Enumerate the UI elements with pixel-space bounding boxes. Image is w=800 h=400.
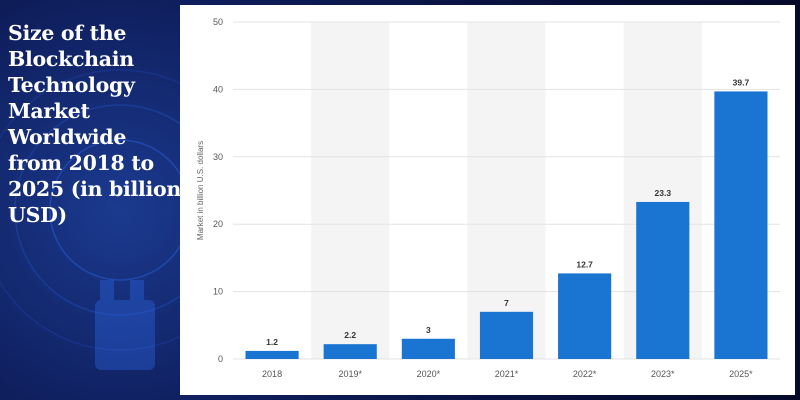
y-tick-label: 10 bbox=[213, 287, 223, 297]
y-axis-label: Market in billion U.S. dollars bbox=[196, 141, 205, 240]
bar-value-label: 7 bbox=[504, 298, 509, 308]
page-title: Size of the Blockchain Technology Market… bbox=[8, 21, 181, 227]
y-tick-label: 0 bbox=[218, 354, 223, 364]
bar bbox=[479, 311, 534, 359]
x-tick-label: 2020* bbox=[417, 369, 441, 379]
y-tick-label: 50 bbox=[213, 17, 223, 27]
bar-value-label: 23.3 bbox=[655, 188, 672, 198]
bar bbox=[636, 201, 690, 359]
x-tick-label: 2023* bbox=[651, 369, 675, 379]
x-tick-label: 2021* bbox=[495, 369, 519, 379]
bar bbox=[558, 273, 612, 359]
y-tick-label: 30 bbox=[213, 152, 223, 162]
column-band bbox=[311, 22, 390, 359]
y-tick-label: 20 bbox=[213, 219, 223, 229]
bar-chart: 0 10 20 30 40 50 Market in billion U.S. dollar… bbox=[196, 17, 780, 379]
chart-panel: 0 10 20 30 40 50 Market in billion U.S. dollar… bbox=[180, 5, 795, 395]
bar-value-label: 2.2 bbox=[344, 330, 356, 340]
x-tick-label: 2022* bbox=[573, 369, 597, 379]
bar-value-label: 12.7 bbox=[576, 259, 593, 269]
y-tick-label: 40 bbox=[213, 84, 223, 94]
bar bbox=[714, 91, 768, 359]
bar bbox=[245, 350, 299, 359]
bar-value-label: 39.7 bbox=[733, 77, 750, 87]
x-tick-label: 2019* bbox=[338, 369, 362, 379]
bar-value-label: 1.2 bbox=[266, 337, 278, 347]
bar-value-label: 3 bbox=[426, 325, 431, 335]
x-tick-label: 2018 bbox=[262, 369, 282, 379]
bar bbox=[401, 338, 455, 359]
bar bbox=[323, 344, 377, 359]
x-tick-label: 2025* bbox=[729, 369, 753, 379]
column-band bbox=[467, 22, 546, 359]
